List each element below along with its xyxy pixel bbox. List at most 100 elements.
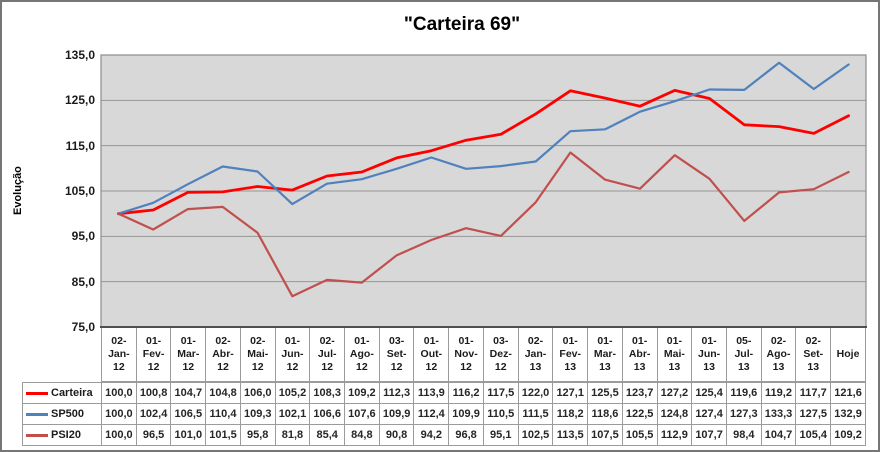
value-cell: 104,8 [205,382,241,404]
value-cell: 110,5 [482,403,519,425]
value-cell: 105,2 [274,382,311,404]
value-cell: 118,2 [552,403,589,425]
value-cell: 133,3 [760,403,797,425]
y-tick-label: 115,0 [65,138,95,153]
x-axis-label-cell: 01- Out- 12 [413,327,450,382]
series-line-psi20 [117,151,850,298]
x-axis-label-cell: 03- Set- 12 [378,327,415,382]
legend-line-icon-sp500 [26,412,48,416]
x-axis-label-cell: 01- Mar- 13 [587,327,623,382]
value-cell: 102,5 [517,424,554,446]
value-cell: 122,5 [621,403,658,425]
value-cell: 123,7 [621,382,658,404]
table-row: SP500 100,0 102,4 106,5 110,4 109,3 102,1 106,6… [22,403,866,425]
x-axis-label-cell: 02- Ago- 13 [760,327,797,382]
value-cell: 122,0 [517,382,554,404]
value-cell: 106,5 [170,403,207,425]
x-axis-label-cell: 02- Jul- 12 [309,327,346,382]
value-cell: 127,1 [552,382,589,404]
value-cell: 117,7 [795,382,832,404]
x-axis-label-cell: 01- Ago- 12 [344,327,380,382]
value-cell: 127,3 [725,403,762,425]
value-cell: 107,7 [691,424,727,446]
value-cell: 106,0 [239,382,276,404]
value-cell: 127,4 [691,403,727,425]
x-axis-label-cell: 01- Mai- 13 [656,327,693,382]
value-cell: 100,0 [101,382,137,404]
value-cell: 109,9 [378,403,415,425]
y-tick-label: 135,0 [64,48,95,62]
value-cell: 101,0 [170,424,207,446]
data-table: Carteira 100,0 100,8 104,7 104,8 106,0 105,2 10… [22,382,866,446]
value-cell: 124,8 [656,403,693,425]
x-axis-label-cell: 01- Jun- 13 [691,327,727,382]
value-cell: 127,5 [795,403,832,425]
x-axis-label-cell: 01- Fev- 12 [135,327,172,382]
value-cell: 113,9 [413,382,450,404]
value-cell: 105,5 [621,424,658,446]
value-cell: 104,7 [170,382,207,404]
legend-line-icon-carteira [26,391,48,395]
series-line-carteira [117,89,850,216]
x-axis-label-row: 02- Jan- 12 01- Fev- 12 01- Mar- 12 02- Abr… [101,327,866,382]
value-cell: 100,0 [101,424,137,446]
value-cell: 112,9 [656,424,693,446]
value-cell: 125,4 [691,382,727,404]
plot-border [100,54,867,328]
y-tick-label: 95,0 [71,229,95,244]
x-axis-label-cell: 01- Mar- 12 [170,327,207,382]
x-axis-label-cell: 05- Jul- 13 [725,327,762,382]
value-cell: 106,6 [309,403,346,425]
x-axis-label-cell: 02- Set- 13 [795,327,832,382]
legend-cell-sp500: SP500 [22,403,102,425]
legend-line-icon-psi20 [26,433,48,437]
value-cell: 108,3 [309,382,346,404]
value-cell: 109,2 [344,382,380,404]
value-cell: 95,1 [482,424,519,446]
y-tick-label: 75,0 [71,320,95,334]
x-axis-label-cell: 02- Jan- 12 [101,327,137,382]
value-cell: 110,4 [205,403,241,425]
value-cell: 84,8 [344,424,380,446]
value-cell: 109,2 [830,424,866,446]
value-cell: 98,4 [725,424,762,446]
y-tick-label: 125,0 [64,93,95,108]
value-cell: 121,6 [830,382,866,404]
x-axis-label-cell: 01- Jun- 12 [274,327,311,382]
legend-label: Carteira [51,387,93,399]
value-cell: 102,4 [135,403,172,425]
table-row: Carteira 100,0 100,8 104,7 104,8 106,0 105,2 10… [22,382,866,404]
value-cell: 119,2 [760,382,797,404]
x-axis-label-cell: 02- Mai- 12 [239,327,276,382]
x-axis-labels: 02- Jan- 12 01- Fev- 12 01- Mar- 12 02- Abr… [101,327,866,382]
value-cell: 107,6 [344,403,380,425]
value-cell: 101,5 [205,424,241,446]
x-axis-label-cell: Hoje [830,327,866,382]
value-cell: 117,5 [482,382,519,404]
value-cell: 127,2 [656,382,693,404]
value-cell: 116,2 [448,382,484,404]
value-cell: 125,5 [587,382,623,404]
legend-label: SP500 [51,408,85,420]
value-cell: 105,4 [795,424,832,446]
value-cell: 81,8 [274,424,311,446]
value-cell: 107,5 [587,424,623,446]
value-cell: 111,5 [517,403,554,425]
y-tick-label: 85,0 [71,274,95,289]
x-axis-label-cell: 01- Fev- 13 [552,327,589,382]
value-cell: 100,8 [135,382,172,404]
value-cell: 94,2 [413,424,450,446]
value-cell: 95,8 [239,424,276,446]
x-axis-label-cell: 01- Abr- 13 [621,327,658,382]
value-cell: 104,7 [760,424,797,446]
value-cell: 112,3 [378,382,415,404]
value-cell: 109,3 [239,403,276,425]
value-cell: 112,4 [413,403,450,425]
legend-label: PSI20 [51,429,81,441]
legend-cell-carteira: Carteira [22,382,102,404]
value-cell: 109,9 [448,403,484,425]
value-cell: 96,8 [448,424,484,446]
y-tick-label: 105,0 [64,184,95,198]
y-axis-title: Evolução [12,166,24,216]
